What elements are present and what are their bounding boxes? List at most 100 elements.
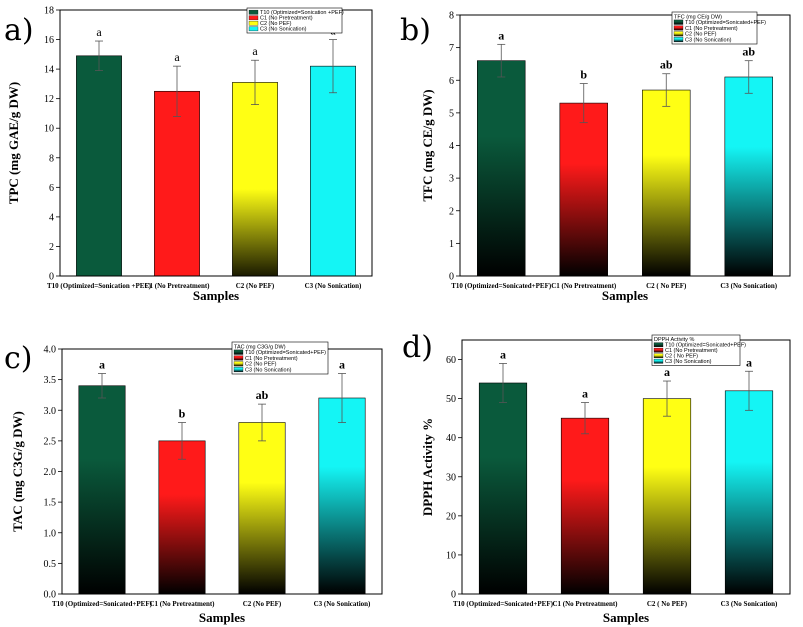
panel2-y-tick-label: 0 — [449, 272, 454, 283]
panel1-bar-c3 — [310, 65, 356, 277]
panel4-sig-label-t10: a — [500, 347, 506, 361]
panel4-y-tick-label: 30 — [446, 472, 456, 483]
panel3-sig-label-c3: a — [339, 358, 345, 372]
panel2-bar-c3 — [724, 76, 773, 277]
panel3-bar-t10 — [78, 385, 126, 595]
panel3-legend-swatch-t10 — [233, 349, 244, 355]
panel4-bar-c3 — [724, 390, 774, 595]
panel1-y-tick-label: 0 — [49, 272, 54, 283]
panel1-x-tick-c3: C3 (No Sonication) — [305, 282, 362, 290]
panel3-y-tick-label: 2.0 — [44, 467, 57, 478]
panel1-y-tick-label: 14 — [44, 65, 54, 76]
panel2-y-axis-label: TFC (mg CE/g DW) — [420, 89, 435, 201]
panel4-y-tick-label: 60 — [446, 355, 456, 366]
panel4-y-tick-label: 50 — [446, 394, 456, 405]
panel2-error-bar-c1 — [579, 83, 588, 124]
panel4-x-tick-c2: C2 ( No PEF) — [647, 600, 688, 608]
panel1-label: a) — [4, 13, 34, 48]
panel2-legend-swatch-t10 — [673, 19, 684, 25]
panel2-legend-label-c1: C1 (No Pretreatment) — [685, 26, 738, 32]
panel1-sig-label-c1: a — [174, 50, 180, 64]
panel2-x-axis-label: Samples — [602, 288, 648, 303]
panel2-legend-label-c3: C3 (No Sonication) — [685, 38, 732, 44]
panel1-y-tick-label: 12 — [44, 94, 54, 105]
panel2-bar-c1 — [559, 102, 608, 277]
panel1-x-axis-label: Samples — [193, 288, 239, 303]
panel4-legend-swatch-c1 — [653, 347, 664, 353]
panel3-y-tick-label: 3.0 — [44, 406, 57, 417]
panel2-y-tick-label: 8 — [449, 11, 454, 22]
panel3-legend-label-c2: C2 (No PEF) — [245, 362, 277, 368]
panel4-error-bar-c2 — [663, 380, 671, 417]
panel4-x-tick-c1: C1 (No Pretreatment) — [552, 600, 618, 608]
panel2-legend-title: TFC (mg CE/g DW) — [674, 14, 722, 20]
panel2-sig-label-c3: ab — [742, 45, 755, 59]
panel4-axes-frame — [461, 339, 791, 595]
panel1-legend-label-c2: C2 (No PEF) — [260, 21, 292, 27]
panel2-x-tick-c1: C1 (No Pretreatment) — [551, 282, 617, 290]
panel4-y-tick-label: 0 — [451, 590, 456, 601]
panel4-bar-c2 — [642, 398, 692, 595]
panel4-sig-label-c2: a — [664, 365, 670, 379]
panel2-y-tick-label: 5 — [449, 108, 454, 119]
panel3-sig-label-c2: ab — [256, 388, 269, 402]
panel1-legend-swatch-c1 — [248, 15, 259, 21]
panel1-error-bar-c3 — [329, 39, 337, 94]
panel3-error-bar-c3 — [338, 373, 346, 423]
panel3-legend-label-c3: C3 (No Sonication) — [245, 368, 292, 374]
panel4-bar-c1 — [560, 417, 610, 595]
panel1-y-axis-label: TPC (mg GAE/g DW) — [6, 82, 21, 204]
panel4-legend-swatch-c2 — [653, 353, 664, 359]
panel3-error-bar-c2 — [258, 403, 266, 442]
panel1-y-tick-label: 2 — [49, 242, 54, 253]
panel1-bar-c1 — [154, 90, 200, 277]
panel4-sig-label-c1: a — [582, 387, 588, 401]
panel3-error-bar-c1 — [178, 422, 186, 460]
panel4-y-tick-label: 10 — [446, 550, 456, 561]
panel1-legend-swatch-c2 — [248, 20, 259, 26]
panel4-sig-label-c3: a — [746, 355, 752, 369]
panel2-error-bar-c2 — [662, 73, 671, 107]
panel1-x-tick-c1: C1 (No Pretreatment) — [144, 282, 210, 290]
panel4-error-bar-c3 — [745, 370, 753, 411]
panel4-x-tick-t10: T10 (Optimized=Sonicated+PEF) — [453, 600, 554, 608]
panel4-legend-swatch-c3 — [653, 358, 664, 364]
panel3-legend-title: TAC (mg C3G/g DW) — [234, 344, 286, 350]
panel3-error-bar-t10 — [98, 373, 106, 399]
panel1-y-tick-label: 16 — [44, 35, 54, 46]
panel3-sig-label-c1: b — [179, 407, 186, 421]
panel3-legend-swatch-c2 — [233, 361, 244, 367]
panel4-legend-title: DPPH Activity % — [654, 337, 694, 343]
panel2-y-tick-label: 3 — [449, 174, 454, 185]
panel3-y-tick-label: 3.5 — [44, 375, 57, 386]
panel4-y-axis-label: DPPH Activity % — [420, 418, 435, 516]
panel3-sig-label-t10: a — [99, 358, 105, 372]
panel1-legend-label-c1: C1 (No Pretreatment) — [260, 16, 313, 22]
panel3-y-tick-label: 1.0 — [44, 528, 57, 539]
panel2-error-bar-c3 — [744, 60, 753, 94]
panel3-x-tick-t10: T10 (Optimized=Sonicated+PEF) — [52, 600, 153, 608]
panel1-x-tick-c2: C2 (No PEF) — [236, 282, 275, 290]
panel1-bar-c2 — [232, 82, 278, 277]
panel2-bar-t10 — [477, 60, 526, 277]
panel3-bar-c3 — [318, 397, 366, 595]
panel2-sig-label-t10: a — [498, 28, 504, 42]
panel3-y-tick-label: 1.5 — [44, 498, 57, 509]
panel4-legend: DPPH Activity %T10 (Optimized=Sonicated+… — [651, 334, 746, 366]
panel4-bar-t10 — [478, 382, 528, 595]
panel3-x-tick-c3: C3 (No Sonication) — [314, 600, 371, 608]
panel4-legend-label-c1: C1 (No Pretreatment) — [665, 348, 718, 354]
panel1-legend-label-c3: C3 (No Sonication) — [260, 27, 307, 33]
panel1-y-tick-label: 18 — [44, 6, 54, 17]
panel1-error-bar-t10 — [95, 40, 103, 71]
panel4-error-bar-t10 — [499, 363, 507, 403]
panel2-y-tick-label: 2 — [449, 206, 454, 217]
panel3-legend: TAC (mg C3G/g DW)T10 (Optimized=Sonicate… — [231, 341, 329, 375]
panel3-legend-swatch-c1 — [233, 355, 244, 361]
panel1-legend-label-t10: T10 (Optimized=Sonication +PEF) — [260, 10, 344, 16]
panel4-legend-label-c2: C2 ( No PEF) — [665, 354, 698, 360]
panel2-legend-label-t10: T10 (Optimized=Sonicated+PEF) — [685, 20, 766, 26]
panel4-legend-label-t10: T10 (Optimized=Sonicated+PEF) — [665, 343, 746, 349]
panel2-legend-swatch-c1 — [673, 25, 684, 31]
